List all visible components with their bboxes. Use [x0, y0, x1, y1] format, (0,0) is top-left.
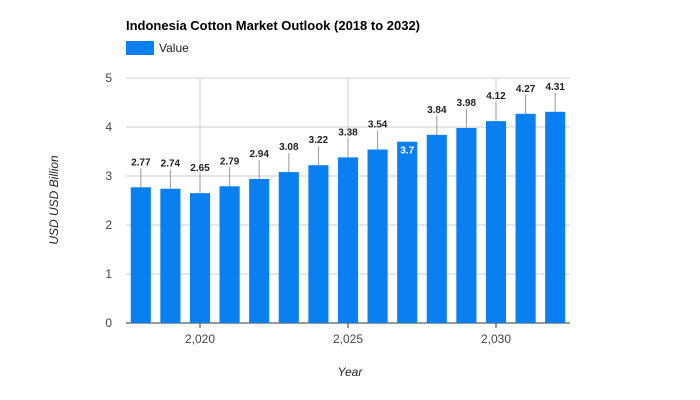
data-label: 3.98	[457, 98, 477, 109]
y-tick-label: 2	[105, 218, 112, 232]
data-label: 4.31	[545, 82, 565, 93]
bar	[545, 111, 566, 323]
data-label: 3.38	[338, 127, 358, 138]
bars	[130, 111, 566, 324]
bar	[397, 141, 418, 323]
data-label: 3.54	[368, 120, 388, 131]
bar	[219, 186, 240, 323]
data-label: 2.94	[249, 149, 269, 160]
x-axis-label: Year	[338, 365, 364, 379]
bar	[337, 157, 359, 323]
x-tick-label: 2,025	[333, 332, 363, 346]
data-label: 3.7	[400, 146, 414, 157]
bar	[367, 149, 388, 323]
y-tick-label: 4	[105, 120, 112, 134]
x-tick-label: 2,030	[481, 332, 511, 346]
data-label: 3.22	[309, 135, 329, 146]
bar	[426, 134, 447, 323]
bar	[189, 193, 211, 323]
bar	[278, 172, 299, 323]
y-tick-label: 3	[105, 169, 112, 183]
legend-swatch	[126, 41, 154, 55]
data-label: 2.74	[161, 159, 181, 170]
data-label: 4.27	[516, 84, 536, 95]
data-label: 3.08	[279, 142, 299, 153]
bar	[485, 121, 507, 324]
bar	[308, 165, 329, 323]
bar	[515, 113, 536, 324]
data-labels: 2.77 2.74 2.65 2.79 2.94 3.08 3.22 3.38 3.54 3.7 3…	[131, 82, 565, 194]
y-axis-label: USD USD Billion	[47, 155, 61, 245]
axis-ticks: 0 1 2 3 4 5 2,020 2,025 2,030	[105, 71, 511, 346]
y-tick-label: 5	[105, 71, 112, 85]
chart-title: Indonesia Cotton Market Outlook (2018 to…	[126, 18, 420, 33]
x-tick-label: 2,020	[185, 332, 215, 346]
data-label: 2.65	[190, 163, 210, 174]
bar	[456, 127, 477, 323]
data-label: 2.79	[220, 156, 240, 167]
y-tick-label: 1	[105, 267, 112, 281]
y-tick-label: 0	[105, 316, 112, 330]
bar	[160, 188, 181, 323]
bar	[249, 178, 270, 323]
bar	[130, 187, 151, 323]
legend: Value	[126, 40, 189, 56]
data-label: 3.84	[427, 105, 447, 116]
data-label: 2.77	[131, 157, 151, 168]
data-label: 4.12	[486, 91, 506, 102]
legend-label: Value	[159, 41, 189, 55]
